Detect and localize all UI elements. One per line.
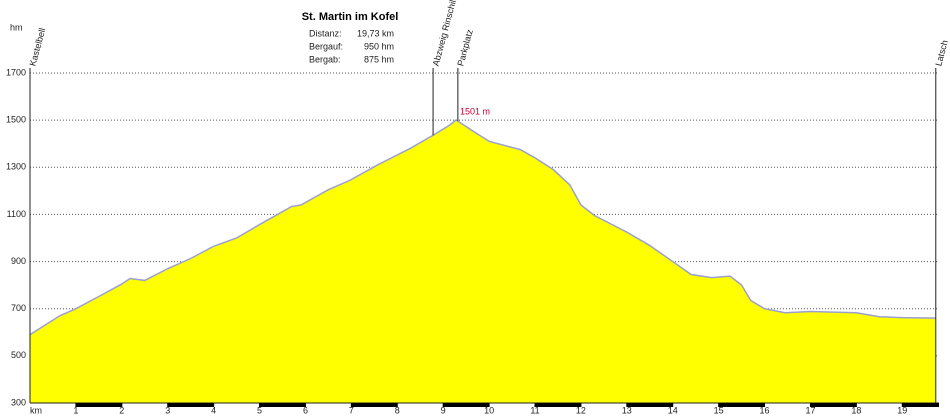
chart-title: St. Martin im Kofel	[302, 11, 399, 23]
y-tick-label: 700	[11, 303, 26, 313]
stat-label: Distanz:	[309, 28, 342, 38]
scale-segment	[626, 403, 673, 407]
stat-value: 875 hm	[364, 54, 394, 64]
elevation-area	[30, 119, 936, 404]
stat-value: 19,73 km	[357, 28, 394, 38]
y-axis-label: hm	[10, 22, 23, 32]
x-tick-label: 5	[257, 405, 262, 415]
y-tick-label: 1500	[6, 115, 26, 125]
scale-segment	[535, 403, 581, 407]
scale-segment	[75, 403, 122, 407]
x-tick-label: 4	[211, 405, 216, 415]
scale-segment	[167, 403, 214, 407]
x-tick-label: 8	[395, 405, 400, 415]
scale-segment	[259, 403, 306, 407]
x-tick-label: 9	[441, 405, 446, 415]
x-tick-label: 1	[73, 405, 78, 415]
x-tick-label: 11	[530, 405, 539, 415]
x-tick-label: 19	[897, 405, 907, 415]
scale-segment	[351, 403, 398, 407]
stat-label: Bergauf:	[309, 41, 343, 51]
scale-segment	[718, 403, 765, 407]
stat-value: 950 hm	[364, 41, 394, 51]
y-tick-label: 1100	[7, 209, 26, 219]
waypoint-label: Kastelbell	[28, 27, 48, 67]
waypoint-label: Latsch	[933, 39, 950, 67]
waypoint-label: Abzweig Rinschill	[431, 0, 459, 67]
scale-segment	[902, 403, 939, 407]
x-axis-label: km	[30, 405, 42, 415]
stat-label: Bergab:	[309, 54, 341, 64]
y-tick-label: 500	[11, 350, 26, 360]
x-tick-label: 6	[303, 405, 308, 415]
x-tick-label: 12	[576, 405, 586, 415]
x-tick-label: 13	[622, 405, 632, 415]
x-tick-label: 16	[760, 405, 770, 415]
x-tick-label: 7	[349, 405, 354, 415]
scale-segment	[443, 403, 490, 407]
x-tick-label: 2	[119, 405, 124, 415]
x-tick-label: 17	[805, 405, 815, 415]
x-tick-label: 18	[851, 405, 861, 415]
elevation-line	[29, 118, 936, 336]
x-tick-label: 3	[165, 405, 170, 415]
waypoint-label: Parkplatz	[455, 28, 474, 67]
y-tick-label: 1300	[6, 162, 26, 172]
peak-label: 1501 m	[460, 106, 490, 116]
x-tick-label: 15	[714, 405, 724, 415]
y-tick-label: 900	[11, 256, 26, 266]
scale-segment	[810, 403, 857, 407]
y-tick-label: 300	[11, 397, 26, 407]
y-tick-label: 1700	[6, 67, 26, 77]
x-tick-label: 14	[668, 405, 678, 415]
x-tick-label: 10	[484, 405, 494, 415]
